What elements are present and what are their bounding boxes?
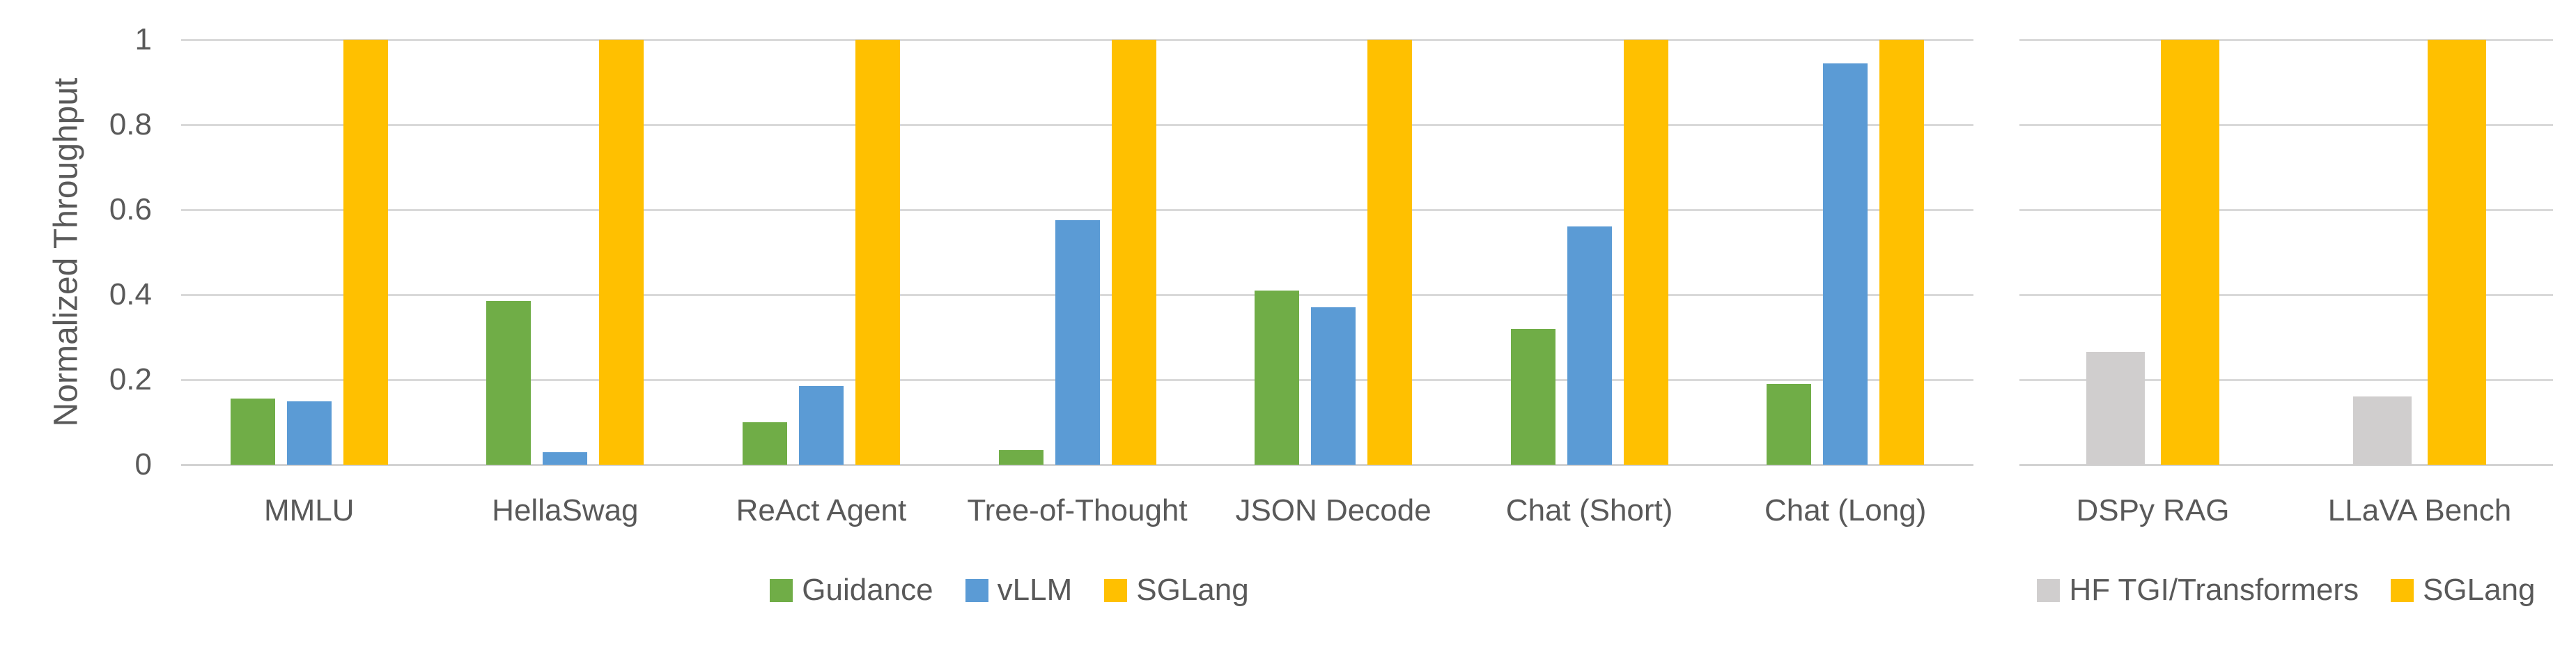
bar-sglang-hellaswag bbox=[599, 40, 644, 465]
x-category-label-llava-bench: LLaVA Bench bbox=[2327, 493, 2512, 527]
y-tick-label: 0.6 bbox=[109, 192, 152, 226]
y-tick-label: 0.8 bbox=[109, 107, 152, 141]
bar-guidance-chat-long bbox=[1767, 384, 1812, 465]
gridline bbox=[2019, 38, 2553, 41]
legend-item-guidance: Guidance bbox=[770, 572, 933, 608]
x-category-label-dspy-rag: DSPy RAG bbox=[2076, 493, 2230, 527]
bar-sglang-react-agent bbox=[855, 40, 900, 465]
legend: Guidance vLLM SGLang bbox=[45, 572, 1973, 608]
y-tick-label: 0.2 bbox=[109, 362, 152, 396]
legend-label-sglang: SGLang bbox=[1136, 573, 1249, 607]
bar-guidance-hellaswag bbox=[486, 301, 532, 465]
x-axis-line bbox=[2019, 463, 2553, 466]
x-category-label-react-agent: ReAct Agent bbox=[736, 493, 907, 527]
gridline bbox=[181, 38, 1973, 41]
gridline bbox=[181, 208, 1973, 211]
bar-guidance-mmlu bbox=[230, 399, 275, 465]
bar-vllm-react-agent bbox=[798, 386, 844, 465]
bar-sglang-llava-bench bbox=[2428, 40, 2486, 465]
legend-swatch-vllm bbox=[965, 578, 988, 602]
x-category-label-chat-long: Chat (Long) bbox=[1764, 493, 1927, 527]
x-category-label-tree-of-thought: Tree-of-Thought bbox=[967, 493, 1188, 527]
bar-guidance-tree-of-thought bbox=[998, 449, 1043, 465]
legend-swatch-sglang bbox=[1104, 578, 1128, 602]
bar-vllm-mmlu bbox=[286, 401, 332, 465]
legend-label-hf-tgi-transformers: HF TGI/Transformers bbox=[2069, 573, 2359, 607]
bar-vllm-chat-short bbox=[1567, 226, 1612, 465]
bar-vllm-chat-long bbox=[1823, 63, 1868, 465]
legend-item-vllm: vLLM bbox=[965, 572, 1073, 608]
legend-label-guidance: Guidance bbox=[802, 573, 933, 607]
legend-item-hf-tgi-transformers: HF TGI/Transformers bbox=[2037, 572, 2359, 608]
x-category-label-mmlu: MMLU bbox=[263, 493, 355, 527]
bar-sglang-json-decode bbox=[1367, 40, 1413, 465]
bar-vllm-tree-of-thought bbox=[1055, 220, 1100, 465]
bar-sglang-chat-long bbox=[1879, 40, 1925, 465]
legend-label-vllm: vLLM bbox=[997, 573, 1073, 607]
legend-swatch-sglang bbox=[2391, 578, 2414, 602]
x-category-label-chat-short: Chat (Short) bbox=[1505, 493, 1673, 527]
bar-sglang-dspy-rag bbox=[2161, 40, 2219, 465]
bar-vllm-json-decode bbox=[1311, 307, 1356, 465]
gridline bbox=[2019, 293, 2553, 296]
x-axis-line bbox=[181, 463, 1973, 466]
bar-guidance-chat-short bbox=[1510, 328, 1555, 465]
legend-item-sglang: SGLang bbox=[1104, 572, 1249, 608]
gridline bbox=[2019, 208, 2553, 211]
bar-sglang-mmlu bbox=[343, 40, 388, 465]
x-category-label-hellaswag: HellaSwag bbox=[492, 493, 639, 527]
bar-sglang-tree-of-thought bbox=[1111, 40, 1156, 465]
y-tick-label: 1 bbox=[134, 22, 152, 56]
x-category-label-json-decode: JSON Decode bbox=[1235, 493, 1431, 527]
legend: HF TGI/Transformers SGLang bbox=[2019, 572, 2553, 608]
bar-hf-tgi-transformers-llava-bench bbox=[2353, 396, 2412, 465]
legend-item-sglang: SGLang bbox=[2391, 572, 2536, 608]
bar-guidance-json-decode bbox=[1255, 290, 1300, 465]
gridline bbox=[2019, 378, 2553, 381]
bar-vllm-hellaswag bbox=[543, 452, 588, 465]
y-tick-label: 0.4 bbox=[109, 277, 152, 311]
gridline bbox=[2019, 123, 2553, 126]
bar-guidance-react-agent bbox=[742, 422, 787, 465]
gridline bbox=[181, 123, 1973, 126]
bar-sglang-chat-short bbox=[1623, 40, 1668, 465]
bar-hf-tgi-transformers-dspy-rag bbox=[2086, 352, 2145, 465]
legend-swatch-hf-tgi-transformers bbox=[2037, 578, 2061, 602]
y-tick-label: 0 bbox=[134, 447, 152, 481]
legend-swatch-guidance bbox=[770, 578, 793, 602]
legend-label-sglang: SGLang bbox=[2423, 573, 2536, 607]
